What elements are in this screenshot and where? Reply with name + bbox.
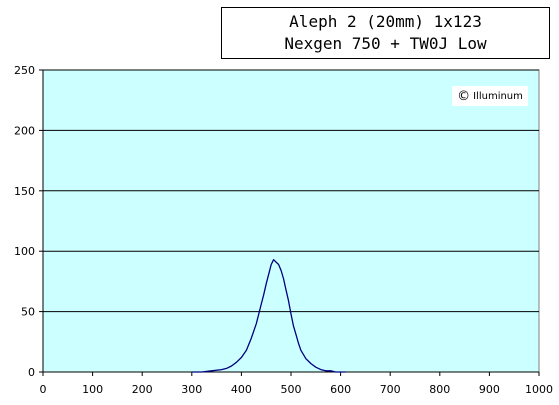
x-tick-label-1000: 1000 <box>525 383 553 396</box>
x-tick-label-500: 500 <box>281 383 302 396</box>
x-tick-label-900: 900 <box>479 383 500 396</box>
x-tick-label-100: 100 <box>82 383 103 396</box>
x-tick-label-600: 600 <box>330 383 351 396</box>
y-tick-label-250: 250 <box>14 64 35 77</box>
chart-title-box: Aleph 2 (20mm) 1x123 Nexgen 750 + TW0J L… <box>221 7 550 59</box>
y-tick-label-100: 100 <box>14 245 35 258</box>
x-tick-label-800: 800 <box>429 383 450 396</box>
x-tick-label-700: 700 <box>380 383 401 396</box>
chart-title-line-1: Aleph 2 (20mm) 1x123 <box>289 12 482 31</box>
x-tick-label-0: 0 <box>40 383 47 396</box>
copyright-icon: © <box>457 88 471 104</box>
y-tick-label-150: 150 <box>14 185 35 198</box>
x-tick-label-200: 200 <box>132 383 153 396</box>
watermark-label: Illuminum <box>473 90 523 102</box>
y-tick-label-50: 50 <box>21 306 35 319</box>
y-tick-label-0: 0 <box>28 366 35 379</box>
plot-area <box>42 69 540 373</box>
x-tick-label-400: 400 <box>231 383 252 396</box>
y-tick-label-200: 200 <box>14 124 35 137</box>
series-line-0 <box>191 259 346 373</box>
x-tick-label-300: 300 <box>181 383 202 396</box>
watermark: © Illuminum <box>452 86 528 106</box>
chart-title-line-2: Nexgen 750 + TW0J Low <box>284 34 487 53</box>
